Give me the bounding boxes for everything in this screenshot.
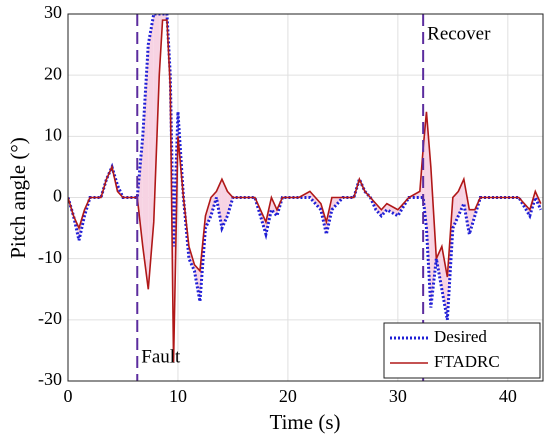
x-axis-label: Time (s) — [270, 410, 341, 434]
error-band — [386, 203, 398, 216]
x-tick-label: 0 — [64, 386, 73, 406]
y-tick-label: -20 — [38, 308, 62, 328]
error-band — [117, 185, 123, 198]
y-tick-label: -30 — [38, 369, 62, 389]
y-tick-label: -10 — [38, 247, 62, 267]
x-tick-label: 10 — [169, 386, 187, 406]
y-tick-label: 20 — [44, 63, 62, 83]
y-tick-label: 0 — [53, 186, 62, 206]
x-tick-label: 40 — [499, 386, 517, 406]
y-tick-label: 10 — [44, 124, 62, 144]
legend-box — [383, 322, 541, 379]
x-tick-label: 30 — [389, 386, 407, 406]
error-band — [375, 203, 382, 216]
x-tick-label: 20 — [279, 386, 297, 406]
y-axis-label: Pitch angle (°) — [6, 137, 30, 259]
error-band — [205, 197, 211, 229]
error-band — [142, 44, 149, 290]
error-band — [78, 209, 85, 241]
legend-label: FTADRC — [434, 352, 500, 371]
event-label: Recover — [427, 23, 491, 44]
line-series — [68, 14, 543, 321]
error-band — [370, 197, 376, 210]
y-tick-label: 30 — [44, 2, 62, 22]
plot-frame — [67, 13, 544, 382]
error-band — [320, 203, 327, 235]
event-label: Fault — [141, 346, 181, 367]
error-band — [441, 246, 448, 320]
error-band — [183, 197, 189, 259]
legend-label: Desired — [434, 327, 487, 346]
error-band — [452, 191, 459, 229]
line-series — [68, 19, 542, 363]
error-band — [148, 14, 154, 290]
